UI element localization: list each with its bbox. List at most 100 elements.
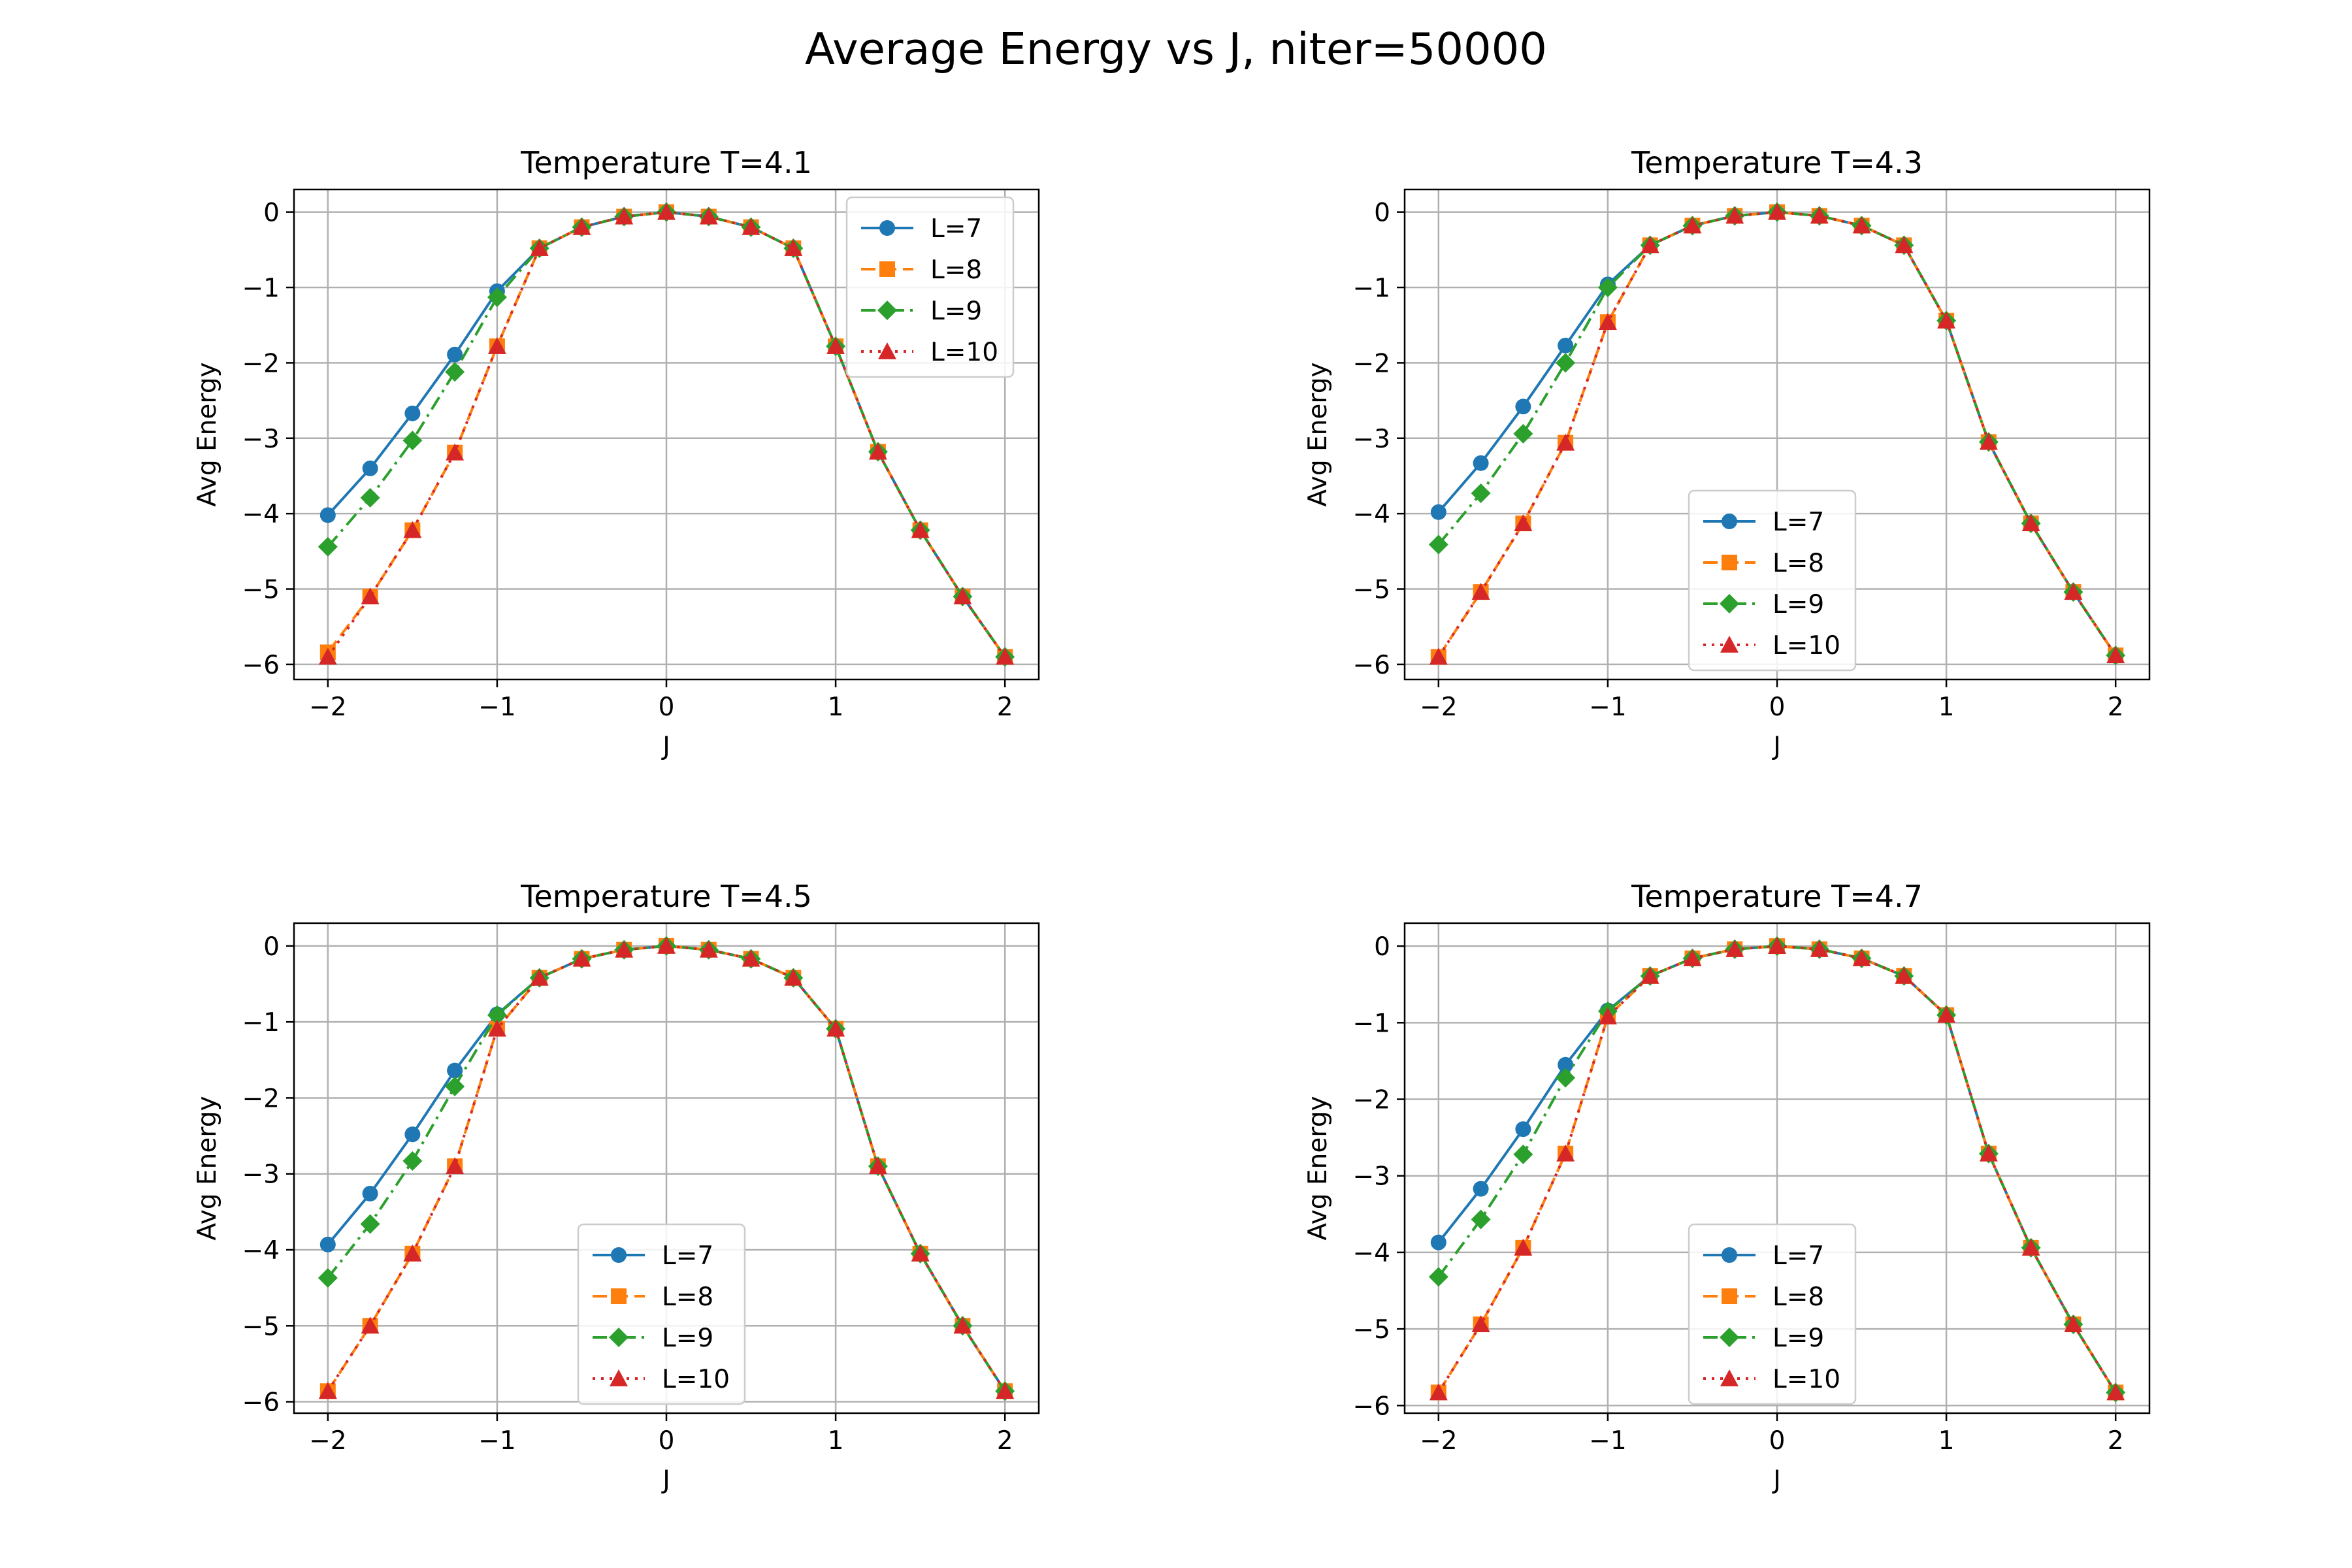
y-axis-label: Avg Energy [193, 1096, 222, 1240]
data-point-L=10 [657, 936, 676, 954]
legend-marker-L=8 [879, 261, 895, 277]
data-point-L=9 [445, 1077, 465, 1096]
x-tick-label: −1 [478, 1426, 516, 1456]
y-tick-label: −5 [1353, 1315, 1391, 1345]
x-tick-label: −2 [309, 693, 347, 722]
x-tick-label: 2 [997, 693, 1013, 722]
data-point-L=10 [953, 587, 972, 604]
data-point-L=10 [1979, 433, 1998, 450]
data-point-L=7 [447, 1062, 463, 1079]
data-point-L=9 [1556, 353, 1576, 373]
x-axis-label: J [661, 732, 670, 761]
data-point-L=10 [1768, 937, 1786, 955]
legend-marker-L=10 [610, 1369, 628, 1386]
data-point-L=10 [826, 1019, 845, 1037]
y-tick-label: −3 [1353, 1162, 1391, 1192]
x-tick-label: 2 [997, 1426, 1013, 1456]
data-point-L=9 [1471, 483, 1491, 503]
x-axis-label: J [1771, 732, 1781, 761]
data-point-L=10 [1556, 1144, 1575, 1162]
x-tick-label: 2 [2108, 693, 2124, 722]
data-point-L=10 [1852, 949, 1871, 966]
legend-marker-L=8 [1722, 1288, 1737, 1304]
legend-label: L=9 [662, 1324, 713, 1353]
subplot-4: −2 −1 0 1 2 0 −1 −2 −3 −4 −5 −6 Temperature T=4.7 J Av… [1303, 879, 2151, 1495]
data-point-L=10 [446, 1157, 465, 1174]
legend-marker-L=9 [609, 1328, 629, 1347]
x-tick-label: −1 [1589, 1426, 1627, 1456]
data-point-L=9 [1513, 423, 1533, 444]
data-point-L=10 [953, 1316, 972, 1334]
legend-label: L=10 [930, 338, 998, 367]
data-point-L=9 [318, 1268, 338, 1288]
legend-label: L=9 [1772, 1324, 1824, 1353]
data-point-L=10 [784, 239, 803, 256]
y-tick-label: −4 [1353, 1239, 1391, 1268]
data-point-L=10 [530, 968, 549, 986]
data-point-L=7 [1430, 1234, 1446, 1250]
data-point-L=10 [1725, 206, 1744, 224]
subplot-title: Temperature T=4.5 [520, 879, 812, 914]
data-point-L=7 [362, 460, 378, 476]
data-point-L=10 [1852, 216, 1871, 234]
x-tick-label: −2 [1420, 693, 1458, 722]
data-point-L=9 [402, 1151, 423, 1171]
legend: L=7 L=8 L=9 L=10 [577, 1223, 746, 1405]
y-tick-label: −5 [1353, 576, 1391, 605]
y-tick-label: −6 [1353, 1392, 1391, 1421]
data-point-L=10 [1937, 311, 1956, 329]
y-tick-label: 0 [1374, 199, 1390, 228]
data-point-L=10 [1641, 236, 1659, 253]
data-point-L=10 [826, 337, 845, 354]
legend-label: L=8 [1772, 549, 1824, 578]
legend-marker-L=7 [879, 220, 895, 236]
legend-label: L=9 [1772, 590, 1824, 619]
subplot-1: −2 −1 0 1 2 0 −1 −2 −3 −4 −5 −6 Temperature T=4.1 J Av… [193, 145, 1040, 761]
legend-marker-L=7 [611, 1247, 627, 1263]
y-tick-label: −2 [1353, 1086, 1391, 1115]
legend-label: L=10 [662, 1365, 730, 1394]
data-point-L=9 [487, 287, 507, 307]
legend-label: L=7 [1772, 508, 1824, 537]
data-point-L=10 [996, 1382, 1015, 1399]
data-point-L=10 [1598, 313, 1617, 330]
data-point-L=10 [742, 949, 760, 967]
data-point-L=7 [404, 1126, 421, 1143]
data-point-L=7 [404, 405, 421, 421]
x-tick-label: 2 [2108, 1426, 2124, 1456]
legend-box [1688, 489, 1857, 672]
data-point-L=10 [2106, 1383, 2125, 1401]
y-tick-label: −4 [1353, 500, 1391, 529]
x-tick-label: 1 [828, 1426, 844, 1456]
data-point-L=7 [319, 507, 336, 523]
x-tick-label: −1 [478, 693, 516, 722]
data-point-L=10 [911, 521, 930, 538]
legend-box [577, 1223, 746, 1405]
data-point-L=10 [1937, 1005, 1956, 1023]
legend-marker-L=10 [1720, 636, 1739, 653]
subplot-2: −2 −1 0 1 2 0 −1 −2 −3 −4 −5 −6 Temperature T=4.3 J Av… [1303, 145, 2151, 761]
legend-marker-L=7 [1722, 1247, 1737, 1263]
y-tick-label: 0 [1374, 932, 1390, 962]
data-point-L=10 [615, 940, 634, 958]
data-point-L=10 [1895, 236, 1914, 253]
data-point-L=7 [319, 1236, 336, 1252]
legend-marker-L=7 [1722, 514, 1737, 529]
y-tick-label: −4 [242, 1236, 280, 1266]
x-tick-label: 1 [1938, 1426, 1955, 1456]
data-point-L=10 [1471, 1315, 1490, 1332]
subplot-title: Temperature T=4.7 [1631, 879, 1923, 914]
data-point-L=10 [699, 207, 718, 225]
x-tick-label: −2 [309, 1426, 347, 1456]
data-point-L=10 [1598, 1007, 1617, 1024]
data-point-L=10 [996, 647, 1015, 665]
data-point-L=9 [487, 1005, 507, 1025]
y-tick-label: −5 [242, 576, 280, 605]
legend-label: L=9 [930, 297, 982, 326]
data-point-L=10 [2064, 583, 2083, 600]
legend-label: L=7 [1772, 1241, 1824, 1271]
data-point-L=10 [2021, 514, 2040, 532]
data-point-L=10 [572, 218, 591, 235]
data-point-L=9 [402, 431, 423, 451]
